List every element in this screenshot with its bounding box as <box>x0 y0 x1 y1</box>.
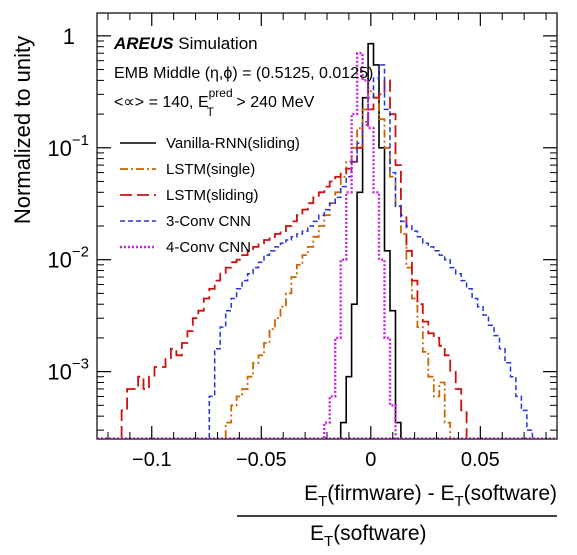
annotation-brand-line: AREUS Simulation <box>113 34 258 53</box>
plot-frame <box>96 12 558 440</box>
y-axis-label: Normalized to unity <box>10 36 35 224</box>
annotation-region-line: EMB Middle (η,ϕ) = (0.5125, 0.0125) <box>114 65 373 82</box>
y-tick-label: 10−1 <box>47 132 89 161</box>
x-label-den-end: (software) <box>333 522 426 545</box>
y-tick-label: 10−3 <box>47 356 89 385</box>
annotation-cut-suffix: > 240 MeV <box>232 94 315 111</box>
annotation-brand-suffix: Simulation <box>174 34 258 53</box>
y-tick-label: 1 <box>63 24 75 49</box>
series-4-histogram-line <box>208 64 534 438</box>
x-tick-label: −0.1 <box>132 449 171 471</box>
legend-label: 4-Conv CNN <box>166 239 251 256</box>
x-label-num-end: (software) <box>464 482 557 505</box>
annotation-brand: AREUS <box>113 34 174 53</box>
annotation-cut-sup: pred <box>209 86 233 100</box>
legend: Vanilla-RNN(sliding) LSTM(single) LSTM(sli… <box>120 135 300 256</box>
series-3-histogram-line <box>120 79 468 438</box>
x-label-den-sub: T <box>324 533 333 550</box>
legend-label: LSTM(single) <box>166 161 255 178</box>
x-tick-label: −0.05 <box>236 449 287 471</box>
annotation-cut-sub: T <box>207 105 215 119</box>
x-axis-label-denominator: ET(software) <box>310 522 427 550</box>
series-5-histogram-line <box>323 52 397 438</box>
y-tick-label: 10−2 <box>47 244 89 273</box>
x-axis-label-numerator: ET(firmware) - ET(software) <box>304 482 557 510</box>
x-label-num-e1: E <box>304 482 318 505</box>
legend-label: 3-Conv CNN <box>166 213 251 230</box>
x-axis-label: ET(firmware) - ET(software) ET(software) <box>237 482 557 550</box>
annotation-cut-prefix: <∝> = 140, E <box>114 94 209 111</box>
series-layer <box>120 42 534 438</box>
series-1-histogram-line <box>339 42 402 438</box>
x-tick-label: 0 <box>365 449 376 471</box>
x-label-num-mid: (firmware) - E <box>327 482 454 505</box>
x-label-den-e: E <box>310 522 324 545</box>
x-tick-label: 0.05 <box>461 449 500 471</box>
x-label-num-sub1: T <box>318 493 327 510</box>
series-2-histogram-line <box>224 90 452 438</box>
legend-label: LSTM(sliding) <box>166 187 259 204</box>
annotation-block: AREUS Simulation EMB Middle (η,ϕ) = (0.5… <box>113 34 373 119</box>
annotation-cut-line: <∝> = 140, Epred T > 240 MeV <box>114 86 315 119</box>
legend-label: Vanilla-RNN(sliding) <box>166 135 300 152</box>
x-label-num-sub2: T <box>454 493 463 510</box>
axis-layer: −0.1 −0.05 0 0.05 1 10−1 10−2 10−3 <box>47 13 557 471</box>
